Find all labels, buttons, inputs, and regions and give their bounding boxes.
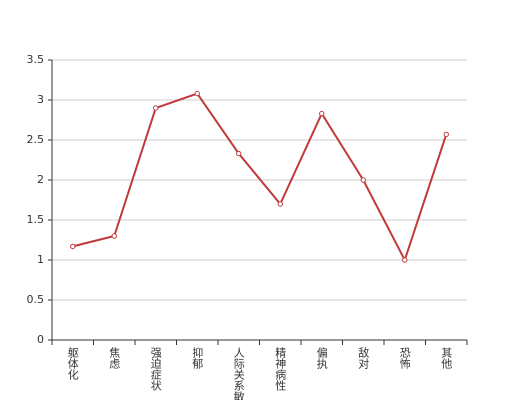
point [70,243,76,250]
x-tick-label: 抑郁 [191,346,204,369]
point [153,105,159,111]
x-tick-label: 焦虑 [108,347,121,369]
y-tick-label: 3 [37,93,44,106]
y-tick-label: 1.5 [27,213,45,226]
y-tick-label: 2.5 [27,133,45,146]
x-tick-label: 恐怖 [398,347,411,369]
x-tick-label: 躯体化 [66,347,79,381]
point [402,257,408,263]
line [72,92,448,263]
point [277,201,283,207]
x-tick-label: 人际关系敏感 [232,347,245,400]
x-tick-label: 其他 [440,347,453,369]
x-tick-label: 偏执 [315,346,328,370]
point [319,110,325,117]
x-tick-label: 敌对 [357,346,370,369]
point [360,177,366,183]
y-tick-label: 1 [37,253,44,266]
y-tick-label: 2 [37,173,44,186]
point [236,150,242,157]
point [194,90,200,97]
y-tick-label: 0.5 [27,293,45,306]
y-tick-label: 3.5 [27,53,45,66]
point [443,131,449,138]
y-tick-label: 0 [37,333,44,346]
x-tick-label: 强迫症状 [149,347,162,391]
point [111,233,117,239]
x-tick-label: 精神病性 [274,347,287,392]
